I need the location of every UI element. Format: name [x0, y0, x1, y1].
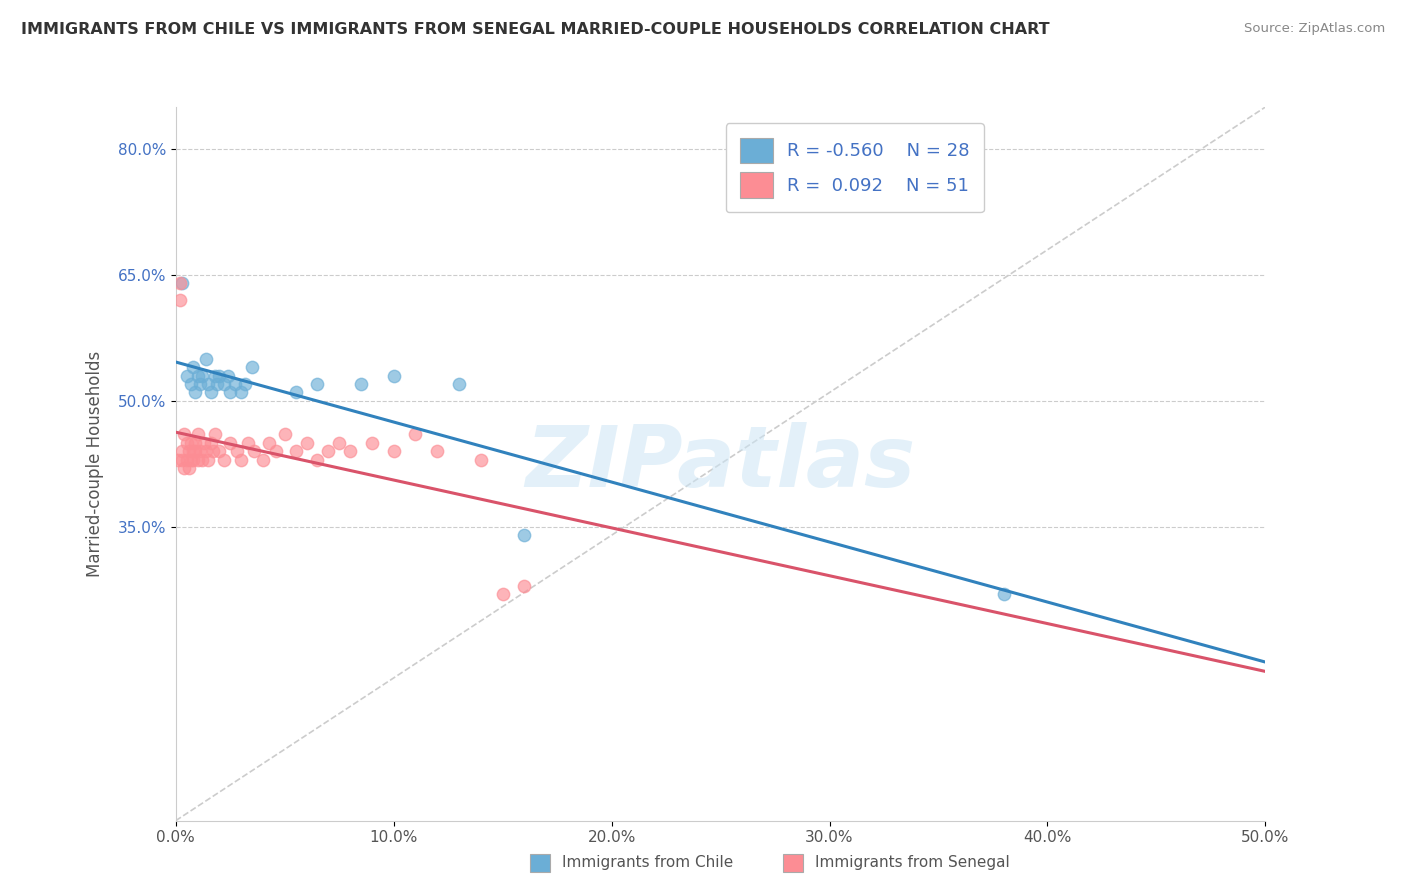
Legend: R = -0.560    N = 28, R =  0.092    N = 51: R = -0.560 N = 28, R = 0.092 N = 51 [725, 123, 984, 212]
Point [993, 587, 1015, 601]
Point [240, 360, 263, 375]
Point [188, 444, 211, 458]
Point [176, 435, 198, 450]
Point [201, 444, 224, 458]
Point [188, 377, 211, 392]
Point [180, 377, 202, 392]
Point [243, 444, 266, 458]
Point [195, 351, 218, 366]
Point [204, 427, 226, 442]
Point [212, 452, 235, 467]
Point [172, 277, 194, 291]
Point [169, 293, 191, 307]
Point [284, 444, 307, 458]
Point [173, 427, 195, 442]
Point [328, 435, 350, 450]
Point [217, 368, 239, 383]
Point [252, 452, 274, 467]
Point [169, 277, 191, 291]
Text: IMMIGRANTS FROM CHILE VS IMMIGRANTS FROM SENEGAL MARRIED-COUPLE HOUSEHOLDS CORRE: IMMIGRANTS FROM CHILE VS IMMIGRANTS FROM… [21, 22, 1050, 37]
Point [186, 368, 209, 383]
Point [176, 368, 198, 383]
Point [177, 444, 200, 458]
Point [208, 368, 231, 383]
Text: Immigrants from Senegal: Immigrants from Senegal [815, 855, 1011, 870]
Y-axis label: Married-couple Households: Married-couple Households [86, 351, 104, 577]
Point [191, 368, 214, 383]
Point [284, 385, 307, 400]
Point [224, 377, 246, 392]
Point [172, 444, 194, 458]
Point [181, 444, 204, 458]
Text: Source: ZipAtlas.com: Source: ZipAtlas.com [1244, 22, 1385, 36]
Point [231, 385, 253, 400]
Point [173, 461, 195, 475]
Point [264, 444, 287, 458]
Point [225, 444, 247, 458]
FancyBboxPatch shape [530, 855, 550, 872]
Point [184, 385, 207, 400]
Point [426, 444, 449, 458]
Point [307, 377, 329, 392]
Point [193, 435, 215, 450]
Point [204, 368, 226, 383]
Point [176, 452, 198, 467]
Point [235, 377, 257, 392]
Point [208, 444, 231, 458]
Point [447, 377, 470, 392]
Point [197, 452, 219, 467]
Point [405, 427, 427, 442]
Point [513, 578, 536, 592]
Point [470, 452, 492, 467]
FancyBboxPatch shape [783, 855, 803, 872]
Point [295, 435, 318, 450]
Point [259, 435, 281, 450]
Point [219, 385, 242, 400]
Point [360, 435, 382, 450]
Point [191, 452, 214, 467]
Point [492, 587, 515, 601]
Point [177, 461, 200, 475]
Point [195, 444, 218, 458]
Point [184, 444, 207, 458]
Point [181, 452, 204, 467]
Point [236, 435, 259, 450]
Point [219, 435, 242, 450]
Point [318, 444, 340, 458]
Point [231, 452, 253, 467]
Point [200, 435, 222, 450]
Point [197, 377, 219, 392]
Point [307, 452, 329, 467]
Point [181, 360, 204, 375]
Text: Immigrants from Chile: Immigrants from Chile [562, 855, 734, 870]
Point [186, 452, 209, 467]
Point [350, 377, 373, 392]
Point [180, 435, 202, 450]
Point [186, 427, 209, 442]
Point [172, 452, 194, 467]
Point [200, 385, 222, 400]
Point [167, 452, 190, 467]
Point [339, 444, 361, 458]
Point [205, 377, 228, 392]
Point [382, 368, 405, 383]
Point [274, 427, 297, 442]
Point [212, 377, 235, 392]
Point [513, 528, 536, 542]
Point [184, 435, 207, 450]
Point [382, 444, 405, 458]
Text: ZIPatlas: ZIPatlas [526, 422, 915, 506]
Point [180, 452, 202, 467]
